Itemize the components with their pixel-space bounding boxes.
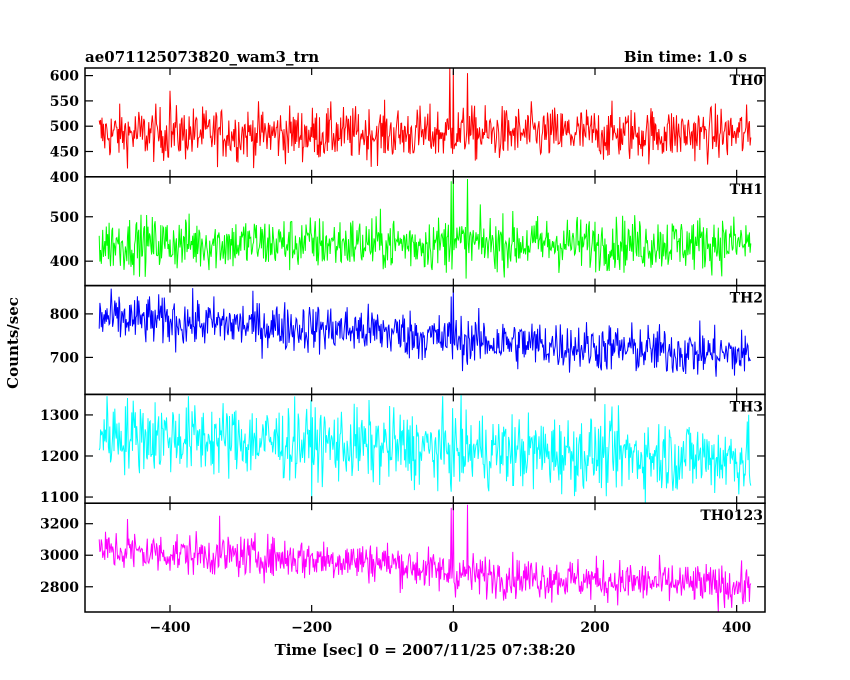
x-tick-label: 0 — [448, 620, 458, 636]
series-line-th0123 — [98, 503, 752, 613]
panel-label: TH0 — [730, 73, 764, 89]
panel-label: TH3 — [730, 399, 763, 415]
series-line-th0 — [98, 67, 752, 169]
y-tick-label: 600 — [50, 69, 79, 85]
series-line-th3 — [98, 394, 752, 504]
x-tick-label: 200 — [580, 620, 609, 636]
y-tick-label: 500 — [50, 210, 79, 226]
panel-label: TH0123 — [700, 508, 763, 524]
x-tick-label: 400 — [722, 620, 751, 636]
panel-label: TH2 — [730, 291, 763, 307]
y-tick-label: 1100 — [40, 490, 79, 506]
chart-title: ae071125073820_wam3_trn — [85, 48, 319, 66]
y-tick-label: 450 — [50, 144, 79, 160]
y-tick-label: 1200 — [40, 449, 79, 465]
series-line-th2 — [98, 287, 752, 377]
panel-th2: 700 800 TH2 — [50, 284, 766, 396]
y-tick-label: 2800 — [40, 580, 79, 596]
y-tick-label: 500 — [50, 119, 79, 135]
y-tick-label: 700 — [50, 350, 79, 366]
y-axis-label: Counts/sec — [4, 297, 22, 389]
y-tick-label: 3200 — [40, 517, 79, 533]
y-tick-label: 400 — [50, 170, 79, 186]
y-tick-label: 400 — [50, 254, 79, 270]
panel-frame — [84, 502, 766, 613]
panel-frame — [84, 284, 766, 396]
panel-label: TH1 — [730, 182, 763, 198]
y-tick-label: 800 — [50, 307, 79, 323]
x-tick-label: −200 — [291, 620, 332, 636]
y-tick-label: 3000 — [40, 548, 79, 564]
panel-th3: 1100 1200 1300 TH3 — [40, 393, 766, 506]
series-line-th1 — [98, 176, 752, 279]
panel-th0123: 2800 3000 3200 TH0123 — [40, 502, 766, 613]
y-tick-label: 1300 — [40, 408, 79, 424]
x-axis-label: Time [sec] 0 = 2007/11/25 07:38:20 — [275, 641, 576, 659]
panel-frame — [84, 176, 766, 287]
panel-th1: 400 500 TH1 — [50, 176, 766, 287]
bin-time-label: Bin time: 1.0 s — [624, 48, 747, 66]
y-tick-label: 550 — [50, 94, 79, 110]
panels-group: 400 450 500 550 600 TH0 400 500 TH1 700 800 TH2 1100… — [40, 67, 766, 613]
x-tick-label: −400 — [150, 620, 191, 636]
panel-th0: 400 450 500 550 600 TH0 — [50, 67, 766, 186]
x-axis: −400 −200 0 200 400 — [150, 620, 752, 636]
